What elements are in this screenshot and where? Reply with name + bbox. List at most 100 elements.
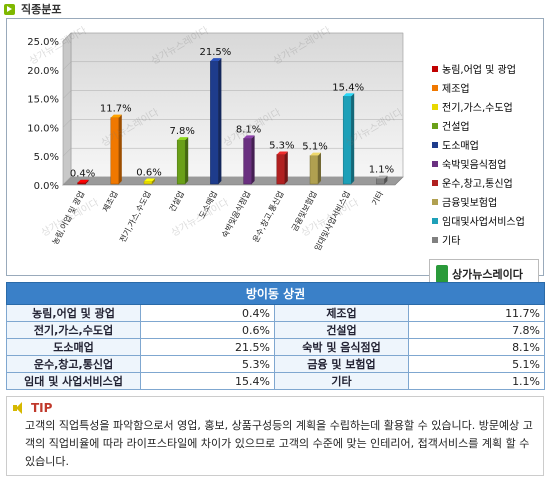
bar-side-7 — [284, 151, 288, 184]
bar-6 — [243, 138, 252, 185]
y-tick-label: 0.0% — [34, 181, 59, 192]
legend-item: 제조업 — [432, 78, 547, 97]
value-cell: 5.1% — [407, 355, 546, 373]
table-row: 농림,어업 및 광업 0.4% 제조업 11.7% — [6, 304, 546, 322]
bar-8 — [309, 155, 319, 185]
legend-item: 기타 — [432, 230, 547, 249]
bar-top-10 — [376, 175, 388, 179]
category-cell: 농림,어업 및 광업 — [6, 304, 141, 322]
bar-3 — [143, 181, 153, 185]
bar-top-4 — [177, 137, 189, 141]
bar-top-2 — [110, 114, 122, 118]
legend-label: 전기,가스,수도업 — [442, 103, 513, 114]
brand-name: 상가뉴스레이다 — [452, 268, 523, 281]
x-tick-label-10: 기타 — [370, 189, 385, 207]
table-title: 방이동 상권 — [5, 282, 546, 305]
bar-4 — [176, 139, 186, 185]
legend-item: 도소매업 — [432, 135, 547, 154]
bar-top-1 — [77, 179, 89, 183]
table-row: 도소매업 21.5% 숙박 및 음식점업 8.1% — [6, 338, 546, 356]
value-cell: 15.4% — [140, 372, 275, 390]
legend-item: 숙박및음식점업 — [432, 154, 547, 173]
y-tick-label: 25.0% — [27, 37, 59, 48]
category-cell: 건설업 — [274, 321, 409, 339]
legend-label: 제조업 — [442, 84, 470, 95]
tip-header: TIP — [13, 401, 52, 415]
chart-frame: 0.0% 5.0% 10.0% 15.0% 20.0% 25.0% 0.4% 농림,어업 및 … — [6, 18, 547, 289]
category-cell: 숙박 및 음식점업 — [274, 338, 409, 356]
legend-swatch — [432, 198, 438, 205]
gridline-side — [62, 148, 72, 157]
value-cell: 8.1% — [407, 338, 546, 356]
legend-swatch — [432, 179, 438, 186]
value-cell: 5.3% — [140, 355, 275, 373]
x-tick-label-4: 건설업 — [167, 189, 186, 213]
data-label-5: 21.5% — [200, 47, 232, 58]
bar-side-6 — [251, 135, 255, 184]
value-cell: 0.4% — [140, 304, 275, 322]
x-tick-label-2: 제조업 — [101, 190, 119, 214]
legend-item: 운수,창고,통신업 — [432, 173, 547, 192]
bar-top-9 — [343, 93, 355, 97]
tip-box: TIP 고객의 직업특성을 파악함으로서 영업, 홍보, 상품구성등의 계획을 … — [6, 396, 544, 476]
gridline-side — [62, 119, 72, 128]
data-label-10: 1.1% — [369, 165, 394, 176]
value-cell: 1.1% — [407, 372, 546, 390]
bar-side-2 — [118, 114, 122, 184]
legend-item: 건설업 — [432, 116, 547, 135]
data-label-3: 0.6% — [136, 168, 161, 179]
bar-side-5 — [218, 58, 222, 184]
gridline-side — [62, 90, 72, 99]
bar-5 — [210, 60, 219, 185]
x-tick-label-3: 전기,가스,수도업 — [117, 189, 152, 244]
bar-side-8 — [318, 152, 321, 184]
x-tick-label-9: 임대및사업서비스업 — [312, 189, 352, 252]
category-cell: 전기,가스,수도업 — [6, 321, 141, 339]
legend-swatch — [432, 103, 438, 110]
legend-item: 농림,어업 및 광업 — [432, 59, 547, 78]
legend-swatch — [432, 141, 438, 148]
legend-swatch — [432, 236, 438, 243]
bar-side-9 — [351, 93, 355, 184]
bar-side-4 — [185, 137, 189, 184]
legend-item: 전기,가스,수도업 — [432, 97, 547, 116]
data-label-2: 11.7% — [100, 104, 132, 115]
legend-label: 임대및사업서비스업 — [442, 217, 525, 228]
table-row: 임대 및 사업서비스업 15.4% 기타 1.1% — [6, 372, 546, 390]
legend-label: 도소매업 — [442, 141, 479, 152]
category-cell: 기타 — [274, 372, 409, 390]
section-header: 직종분포 — [4, 2, 61, 16]
gridline-side — [62, 32, 72, 42]
legend-swatch — [432, 84, 438, 91]
tip-label: TIP — [31, 401, 53, 415]
value-cell: 0.6% — [140, 321, 275, 339]
y-tick-label: 20.0% — [27, 66, 59, 77]
bar-1 — [77, 182, 86, 185]
bar-side-10 — [384, 175, 388, 184]
table-row: 운수,창고,통신업 5.3% 금융 및 보험업 5.1% — [6, 355, 546, 373]
category-cell: 금융 및 보험업 — [274, 355, 409, 373]
legend-label: 운수,창고,통신업 — [442, 179, 513, 190]
bar-side-3 — [152, 178, 155, 184]
table-row: 전기,가스,수도업 0.6% 건설업 7.8% — [6, 321, 546, 339]
bar-9 — [342, 96, 352, 185]
occupation-bar-chart: 0.0% 5.0% 10.0% 15.0% 20.0% 25.0% 0.4% 농림,어업 및 … — [27, 32, 404, 252]
legend-swatch — [432, 160, 438, 167]
bar-top-6 — [243, 135, 255, 139]
x-tick-label-8: 금융및보험업 — [289, 189, 319, 233]
x-tick-label-5: 도소매업 — [197, 190, 219, 220]
brand-logo-icon — [436, 265, 448, 283]
category-cell: 제조업 — [274, 304, 409, 322]
bar-top-3 — [144, 178, 155, 182]
legend-label: 숙박및음식점업 — [442, 160, 507, 171]
legend-swatch — [432, 122, 438, 129]
value-cell: 7.8% — [407, 321, 546, 339]
legend-swatch — [432, 217, 438, 224]
gridline-side — [62, 176, 72, 186]
category-cell: 임대 및 사업서비스업 — [6, 372, 141, 390]
y-tick-label: 10.0% — [27, 123, 59, 134]
bar-2 — [110, 117, 120, 185]
gridline-side — [62, 61, 72, 70]
data-label-4: 7.8% — [169, 126, 194, 137]
chart-side-wall — [62, 32, 72, 186]
